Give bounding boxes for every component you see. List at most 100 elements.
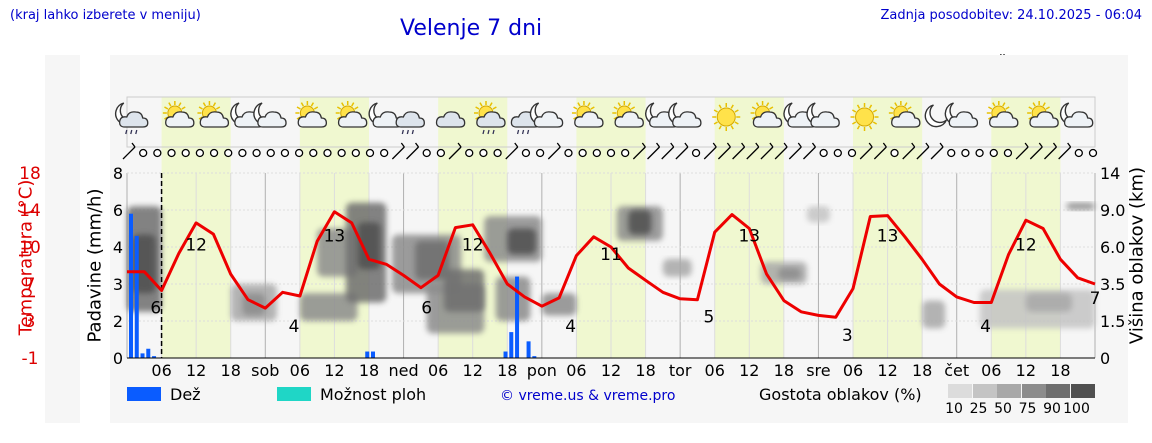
- wind-barb-shaft: [675, 146, 689, 160]
- wind-calm-symbol: [323, 148, 332, 158]
- sun-ray: [1032, 102, 1036, 107]
- wind-calm-symbol: [847, 148, 857, 158]
- x-tick-label: 06: [566, 361, 586, 380]
- sun-ray: [894, 102, 898, 107]
- wind-barb-shaft: [703, 146, 717, 160]
- cloud-shape: [752, 111, 783, 128]
- precip-tick-label: 3: [113, 275, 123, 294]
- wind-calm-symbol: [1088, 148, 1098, 158]
- cloud-tick-label: 3.5: [1100, 275, 1125, 294]
- sun-ray: [868, 125, 873, 130]
- sun-ray: [988, 106, 993, 110]
- wind-calm-symbol: [195, 148, 205, 158]
- sun-ray: [613, 106, 618, 110]
- wind-calm-symbol: [621, 148, 630, 158]
- cloud-icon: [435, 111, 466, 128]
- rain-bar: [532, 356, 537, 358]
- wind-calm-symbol: [309, 148, 318, 158]
- wind-barb-flag: [712, 142, 717, 148]
- wind-barb-symbol: [788, 142, 802, 160]
- rain-drop: [130, 129, 133, 135]
- wind-barb-shaft: [916, 146, 930, 160]
- sun-ray: [852, 121, 857, 125]
- sun-ray: [489, 102, 493, 107]
- wind-barb-symbol: [873, 142, 887, 160]
- sun-ray: [198, 106, 203, 110]
- credit-link[interactable]: © vreme.us & vreme.pro: [500, 388, 676, 404]
- x-tick-label: čet: [944, 361, 969, 380]
- sun-ray: [769, 106, 774, 110]
- wind-calm-symbol: [294, 148, 304, 158]
- precip-tick-label: 2: [113, 312, 123, 331]
- temperature-label: 12: [462, 236, 484, 256]
- moon-cloud-icon: [1060, 102, 1094, 128]
- x-tick-label: 18: [774, 361, 794, 380]
- wind-barb-flag: [1024, 142, 1029, 148]
- wind-barb-flag: [939, 142, 944, 148]
- wind-calm-symbol: [989, 148, 998, 158]
- cloud-shape: [948, 111, 979, 128]
- sun-ray: [475, 106, 480, 110]
- temperature-label: 4: [980, 317, 991, 337]
- sun-ray: [1042, 102, 1046, 107]
- rain-bar: [134, 235, 139, 358]
- cloud-scale-swatch: [1046, 384, 1070, 398]
- x-tick-label: 12: [739, 361, 759, 380]
- moon-cloud-icon: [253, 102, 287, 128]
- wind-barb-symbol: [122, 142, 136, 160]
- sun-cloud-icon: [162, 101, 195, 128]
- wind-barb-flag: [684, 142, 689, 148]
- wind-barb-flag: [811, 142, 816, 148]
- wind-calm-symbol: [535, 148, 545, 158]
- sun-cloud-icon: [888, 101, 921, 128]
- cloud-scale-swatch: [997, 384, 1021, 398]
- sun-ray: [202, 102, 207, 107]
- location-hint[interactable]: (kraj lahko izberete v meniju): [10, 8, 201, 23]
- wind-calm-symbol: [479, 148, 488, 158]
- sun-ray: [212, 102, 217, 107]
- x-tick-label: 06: [705, 361, 725, 380]
- rain-drop: [492, 129, 495, 135]
- cloud-scale-label: 25: [969, 401, 988, 417]
- rain-bar: [152, 356, 157, 358]
- cloud-shape: [1029, 111, 1059, 128]
- wind-barb-shaft: [547, 146, 561, 160]
- sun-ray: [713, 121, 718, 125]
- sun-cloud-icon: [295, 101, 328, 128]
- wind-calm-symbol: [521, 148, 531, 158]
- wind-calm-symbol: [422, 148, 431, 158]
- cloud-shape: [989, 111, 1019, 128]
- wind-barb-shaft: [746, 146, 760, 160]
- wind-barb-flag: [457, 142, 462, 148]
- sun-ray: [765, 102, 770, 107]
- wind-barb-flag: [1067, 142, 1072, 148]
- wind-calm-symbol: [238, 148, 247, 158]
- temperature-tick-label: 14: [19, 201, 41, 221]
- sun-ray: [856, 104, 861, 109]
- wind-barb-flag: [911, 142, 916, 148]
- wind-barb-symbol: [703, 142, 717, 160]
- sun-ray: [627, 102, 631, 107]
- cloud-shape: [1063, 111, 1094, 128]
- wind-calm-symbol: [365, 148, 375, 158]
- wind-barb-shaft: [122, 146, 136, 160]
- sun-ray: [755, 102, 760, 107]
- legend-hail-swatch: [277, 387, 311, 401]
- wind-barb-flag: [925, 142, 930, 148]
- temperature-label: 12: [1015, 236, 1037, 256]
- wind-calm-symbol: [465, 148, 474, 158]
- wind-barb-symbol: [1015, 142, 1029, 160]
- sun-ray: [630, 106, 636, 110]
- cloud-shape: [672, 111, 702, 128]
- temperature-tick-label: 10: [19, 238, 41, 258]
- wind-barb-shaft: [1029, 146, 1043, 160]
- wind-barb-flag: [882, 142, 887, 148]
- wind-barb-shaft: [902, 146, 916, 160]
- cloud-shape: [810, 111, 840, 128]
- wind-barb-shaft: [647, 146, 660, 160]
- rain-bar: [146, 348, 151, 358]
- wind-barb-shaft: [859, 146, 873, 160]
- cloud-shape: [533, 111, 564, 128]
- temperature-tick-label: -1: [22, 349, 39, 369]
- sun-ray: [734, 109, 739, 113]
